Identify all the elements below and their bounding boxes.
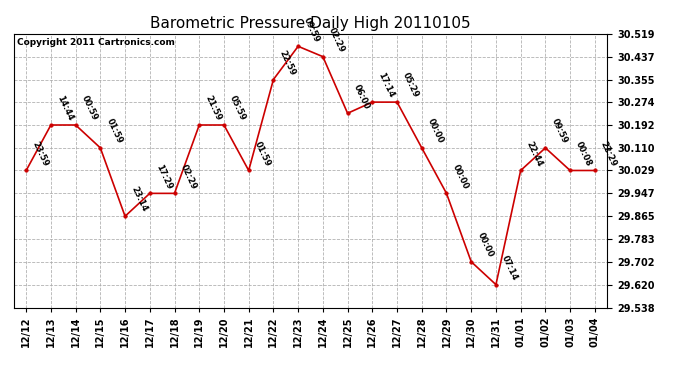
Text: 09:59: 09:59	[549, 117, 569, 145]
Text: 17:29: 17:29	[154, 163, 173, 190]
Text: 00:59: 00:59	[80, 94, 99, 122]
Text: 23:14: 23:14	[129, 185, 148, 213]
Text: Copyright 2011 Cartronics.com: Copyright 2011 Cartronics.com	[17, 38, 175, 47]
Text: 22:59: 22:59	[277, 49, 297, 77]
Text: 07:14: 07:14	[500, 254, 520, 282]
Text: 01:59: 01:59	[253, 140, 273, 168]
Text: 23:59: 23:59	[30, 140, 50, 168]
Text: 17:14: 17:14	[377, 71, 396, 99]
Title: Barometric Pressure Daily High 20110105: Barometric Pressure Daily High 20110105	[150, 16, 471, 31]
Text: 00:08: 00:08	[574, 140, 593, 168]
Text: 21:59: 21:59	[204, 94, 223, 122]
Text: 00:00: 00:00	[426, 117, 445, 145]
Text: 02:29: 02:29	[327, 26, 346, 54]
Text: 00:00: 00:00	[451, 163, 470, 190]
Text: 01:59: 01:59	[104, 117, 124, 145]
Text: 22:29: 22:29	[599, 140, 618, 168]
Text: 00:00: 00:00	[475, 231, 495, 259]
Text: 05:29: 05:29	[401, 71, 421, 99]
Text: 05:59: 05:59	[228, 94, 248, 122]
Text: 22:44: 22:44	[525, 140, 544, 168]
Text: 06:00: 06:00	[352, 82, 371, 111]
Text: 14:44: 14:44	[55, 94, 75, 122]
Text: 02:29: 02:29	[179, 163, 198, 190]
Text: 09:59: 09:59	[302, 16, 322, 44]
